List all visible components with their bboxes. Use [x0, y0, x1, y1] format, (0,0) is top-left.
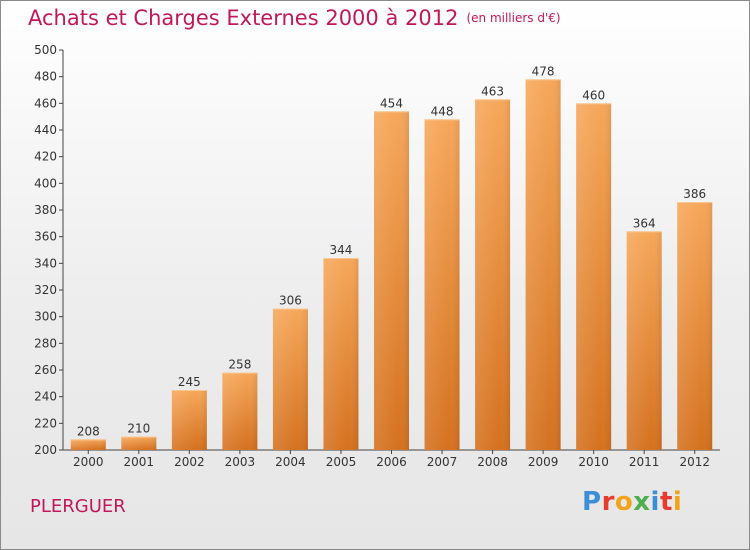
y-tick-label: 300	[34, 310, 57, 324]
y-tick-label: 480	[34, 70, 57, 84]
y-tick-label: 340	[34, 256, 57, 270]
y-tick-label: 460	[34, 96, 57, 110]
data-labels: 208 210 245 258 306 344 454 448 463 478 460 364 386	[77, 64, 706, 438]
bar-shade	[475, 99, 511, 450]
y-tick-label: 400	[34, 176, 57, 190]
x-tick-label: 2005	[326, 455, 357, 469]
x-tick-label: 2000	[73, 455, 104, 469]
logo-letter: i	[672, 487, 683, 517]
data-label: 386	[683, 187, 706, 201]
y-tick-label: 220	[34, 416, 57, 430]
y-tick-label: 380	[34, 203, 57, 217]
chart-title-text: Achats et Charges Externes 2000 à 2012	[28, 6, 459, 30]
x-tick-label: 2002	[174, 455, 205, 469]
data-label: 364	[633, 216, 656, 230]
bar-shade	[171, 390, 207, 450]
x-tick-label: 2011	[629, 455, 660, 469]
bar-shade	[121, 436, 157, 450]
logo-letter: t	[659, 487, 673, 517]
y-tick-label: 260	[34, 363, 57, 377]
bar-shade	[323, 258, 359, 450]
x-tick-label: 2012	[679, 455, 710, 469]
bar-shade	[70, 439, 106, 450]
bar-shade	[424, 119, 460, 450]
data-label: 306	[279, 294, 302, 308]
commune-name: PLERGUER	[30, 496, 126, 517]
data-label: 245	[178, 375, 201, 389]
x-tick-label: 2007	[427, 455, 458, 469]
bar-shade	[525, 79, 561, 450]
x-tick-label: 2006	[376, 455, 407, 469]
logo-letter: x	[633, 487, 651, 517]
data-label: 448	[431, 104, 454, 118]
y-tick-label: 360	[34, 230, 57, 244]
data-label: 258	[228, 358, 251, 372]
data-label: 463	[481, 84, 504, 98]
logo-letter: r	[601, 487, 615, 517]
proxiti-logo: Proxiti	[582, 487, 682, 517]
data-label: 478	[532, 64, 555, 78]
y-tick-label: 240	[34, 390, 57, 404]
data-label: 344	[330, 243, 353, 257]
data-label: 454	[380, 96, 403, 110]
bar-shade	[677, 202, 713, 450]
bar-shade	[222, 372, 258, 450]
y-tick-label: 200	[34, 443, 57, 457]
data-label: 460	[582, 88, 605, 102]
data-label: 210	[127, 422, 150, 436]
bar-shade	[374, 111, 409, 450]
y-tick-label: 500	[34, 43, 57, 57]
x-tick-label: 2003	[225, 455, 256, 469]
bar-shade	[272, 308, 308, 450]
logo-letter: i	[650, 487, 660, 517]
chart-unit: (en milliers d'€)	[466, 11, 561, 25]
y-tick-label: 420	[34, 150, 57, 164]
x-tick-label: 2009	[528, 455, 559, 469]
chart-title: Achats et Charges Externes 2000 à 2012 (e…	[28, 6, 561, 30]
x-tick-label: 2004	[275, 455, 306, 469]
y-tick-label: 280	[34, 336, 57, 350]
x-tick-label: 2008	[477, 455, 508, 469]
y-tick-label: 440	[34, 123, 57, 137]
data-label: 208	[77, 424, 100, 438]
logo-letter: P	[582, 487, 602, 517]
x-tick-label: 2001	[124, 455, 155, 469]
bars	[70, 79, 713, 450]
logo-letter: o	[614, 487, 634, 517]
x-tick-label: 2010	[578, 455, 609, 469]
y-tick-label: 320	[34, 283, 57, 297]
bar-shade	[626, 231, 662, 450]
bar-shade	[576, 103, 612, 450]
